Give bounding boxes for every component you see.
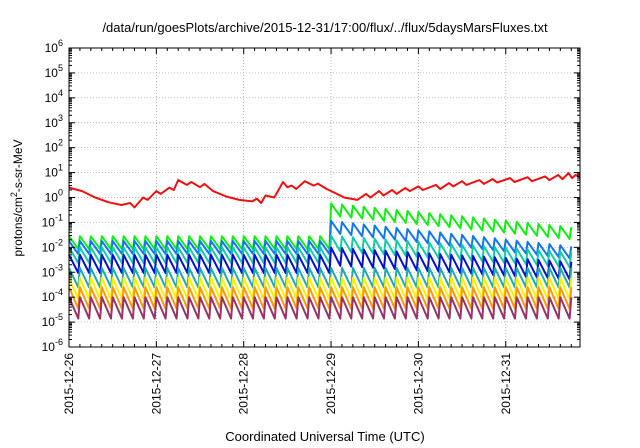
x-tick-label: 2015-12-29 bbox=[324, 353, 338, 415]
y-tick-label: 10-2 bbox=[42, 237, 63, 254]
y-tick-label: 10-6 bbox=[42, 337, 63, 354]
y-tick-label: 100 bbox=[45, 188, 63, 205]
y-tick-label: 10-3 bbox=[42, 262, 63, 279]
y-tick-label: 102 bbox=[45, 138, 63, 155]
y-tick-label: 106 bbox=[45, 38, 63, 55]
x-tick-label: 2015-12-30 bbox=[411, 353, 425, 415]
series-line-5 bbox=[68, 246, 573, 281]
y-tick-label: 10-1 bbox=[42, 212, 63, 229]
y-tick-label: 10-5 bbox=[42, 312, 63, 329]
y-axis-label-superscript: 2 bbox=[9, 192, 19, 197]
series-line-9 bbox=[68, 296, 573, 320]
y-tick-label: 105 bbox=[45, 63, 63, 80]
chart-title: /data/run/goesPlots/archive/2015-12-31/1… bbox=[102, 20, 548, 35]
y-tick-label: 103 bbox=[45, 113, 63, 130]
series-line-1 bbox=[68, 172, 581, 209]
x-axis-label: Coordinated Universal Time (UTC) bbox=[225, 429, 424, 444]
y-axis-ticks: 10-6 10-5 10-4 10-3 10-2 10-1 100 101 102 103 104 1… bbox=[42, 38, 580, 354]
x-axis-ticks: 2015-12-26 2015-12-27 2015-12-28 2015-12-29… bbox=[62, 48, 572, 415]
x-tick-label: 2015-12-31 bbox=[499, 353, 513, 415]
x-tick-label: 2015-12-27 bbox=[149, 353, 163, 415]
y-tick-label: 104 bbox=[45, 88, 63, 105]
x-tick-label: 2015-12-26 bbox=[62, 353, 76, 415]
y-tick-label: 10-4 bbox=[42, 287, 63, 304]
x-tick-label: 2015-12-28 bbox=[237, 353, 251, 415]
y-axis-label: protons/cm2-s-sr-MeV bbox=[9, 139, 25, 256]
data-series bbox=[68, 172, 581, 320]
y-tick-label: 101 bbox=[45, 163, 63, 180]
